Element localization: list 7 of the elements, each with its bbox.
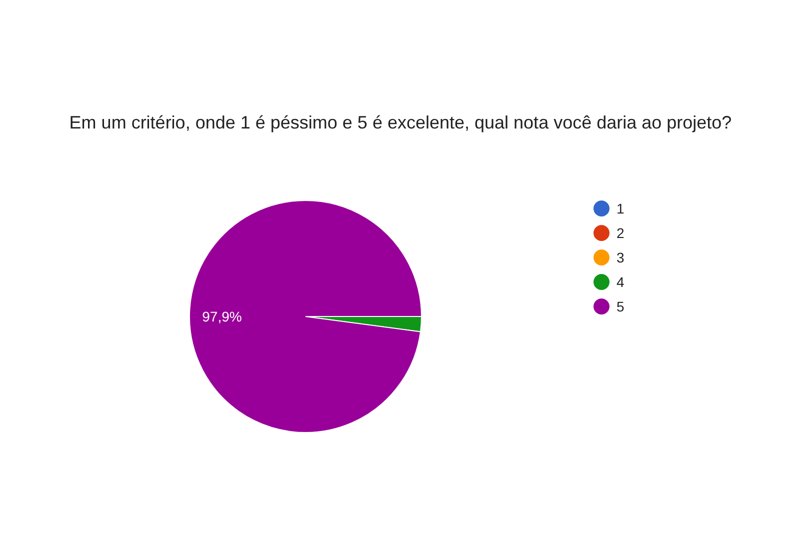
legend-label: 3 xyxy=(616,250,624,266)
data-label: 97,9% xyxy=(202,308,242,324)
legend-label: 2 xyxy=(616,225,624,241)
legend-label: 5 xyxy=(616,298,624,314)
chart-title: Em um critério, onde 1 é péssimo e 5 é excelente, qual nota você daria ao projeto? xyxy=(69,112,732,132)
legend-label: 4 xyxy=(616,274,624,290)
legend-label: 1 xyxy=(616,200,624,216)
